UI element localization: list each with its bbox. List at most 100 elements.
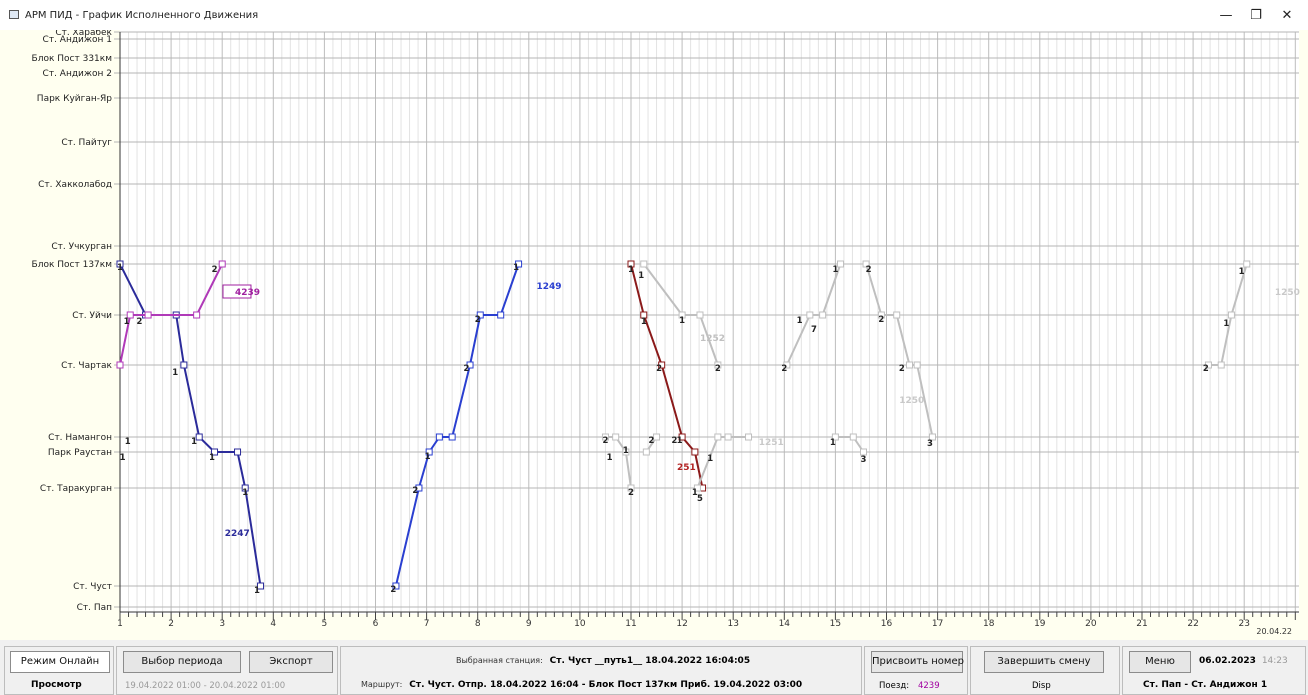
period-range: 19.04.2022 01:00 - 20.04.2022 01:00 <box>125 681 286 691</box>
track-mark: 1 <box>607 453 613 463</box>
train-line-5 <box>643 263 719 366</box>
menu-button[interactable]: Меню <box>1129 651 1191 673</box>
station-label: Ст. Уйчи <box>72 311 112 321</box>
track-mark: 2 <box>671 436 677 446</box>
x-tick-label: 11 <box>625 619 636 629</box>
station-label: Ст. Учкурган <box>51 242 112 252</box>
bottom-panel: Режим Онлайн Просмотр Выбор периода Эксп… <box>0 640 1308 695</box>
train-point <box>126 311 134 319</box>
track-mark: 2 <box>656 364 662 374</box>
mode-panel: Режим Онлайн Просмотр <box>4 646 114 695</box>
train-point <box>714 361 722 369</box>
track-mark: 1 <box>191 437 197 447</box>
x-tick-label: 1 <box>117 619 123 629</box>
track-mark: 2 <box>781 364 787 374</box>
track-mark: 2 <box>136 317 142 327</box>
route-line: Маршрут: Ст. Чуст. Отпр. 18.04.2022 16:0… <box>361 680 802 690</box>
track-mark: 1 <box>641 317 647 327</box>
x-tick-label: 2 <box>168 619 174 629</box>
track-mark: 1 <box>830 438 836 448</box>
train-number-label: 251 <box>677 463 696 473</box>
shift-panel: Завершить смену Disp <box>970 646 1120 695</box>
track-mark: 2 <box>602 436 608 446</box>
train-line-3 <box>630 263 704 489</box>
train-point <box>195 433 203 441</box>
current-date: 06.02.2023 <box>1199 656 1256 666</box>
track-mark: 5 <box>697 494 703 504</box>
train-point <box>806 311 814 319</box>
current-time: 14:23 <box>1261 656 1288 666</box>
assign-number-button[interactable]: Присвоить номер <box>871 651 964 673</box>
track-mark: 1 <box>117 263 123 273</box>
period-panel: Выбор периода Экспорт 19.04.2022 01:00 -… <box>116 646 338 695</box>
finish-shift-button[interactable]: Завершить смену <box>984 651 1104 673</box>
train-point <box>116 361 124 369</box>
train-point <box>627 484 635 492</box>
info-panel: Выбранная станция: Ст. Чуст __путь1__ 18… <box>340 646 862 695</box>
station-label: Ст. Пайтуг <box>61 138 112 148</box>
x-tick-label: 6 <box>373 619 379 629</box>
train-point <box>1243 260 1251 268</box>
station-label: Блок Пост 137км <box>32 260 112 270</box>
track-mark: 2 <box>1203 364 1209 374</box>
track-mark: 2 <box>212 265 218 275</box>
train-line-11 <box>1208 263 1248 366</box>
train-number-label: 2247 <box>225 529 250 539</box>
track-mark: 1 <box>832 265 838 275</box>
station-label: Ст. Таракурган <box>40 484 112 494</box>
train-point <box>476 311 484 319</box>
track-mark: 1 <box>120 453 126 463</box>
maximize-button[interactable]: ❐ <box>1250 8 1262 23</box>
train-number-label: 4239 <box>235 288 260 298</box>
train-label-box <box>222 284 252 299</box>
period-select-button[interactable]: Выбор периода <box>123 651 241 673</box>
train-line: Поезд: 4239 <box>879 681 940 691</box>
train-point <box>257 582 265 590</box>
train-point <box>653 433 661 441</box>
train-point <box>678 433 686 441</box>
train-caption: Поезд: <box>879 681 910 691</box>
train-point <box>678 311 686 319</box>
train-point <box>928 433 936 441</box>
train-point <box>144 311 152 319</box>
train-point <box>180 361 188 369</box>
x-tick-label: 9 <box>526 619 532 629</box>
train-point <box>913 361 921 369</box>
x-tick-label: 4 <box>270 619 276 629</box>
x-tick-label: 19 <box>1034 619 1046 629</box>
online-mode-button[interactable]: Режим Онлайн <box>10 651 110 673</box>
train-schedule-graph[interactable]: Ст. Харабек Ст. Андижон 1 Блок Пост 331км С… <box>0 30 1308 640</box>
track-mark: 2 <box>390 585 396 595</box>
train-point <box>877 311 885 319</box>
train-point <box>116 260 124 268</box>
track-mark: 1 <box>172 368 178 378</box>
station-label: Ст. Андижон 1 <box>43 35 112 45</box>
train-point <box>627 260 635 268</box>
train-point <box>714 433 722 441</box>
track-mark: 1 <box>513 263 519 273</box>
track-mark: 2 <box>899 364 905 374</box>
station-label: Ст. Хакколабод <box>38 180 112 190</box>
minimize-button[interactable]: — <box>1219 8 1233 23</box>
train-point <box>693 484 701 492</box>
close-button[interactable]: ✕ <box>1281 8 1293 23</box>
station-label: Блок Пост 331км <box>32 54 112 64</box>
train-point <box>515 260 523 268</box>
track-mark: 1 <box>638 271 644 281</box>
app-icon <box>9 10 19 19</box>
export-button[interactable]: Экспорт <box>249 651 333 673</box>
train-point <box>612 433 620 441</box>
track-mark: 1 <box>1223 319 1229 329</box>
track-mark: 2 <box>463 364 469 374</box>
train-point <box>392 582 400 590</box>
train-point <box>642 448 650 456</box>
station-label: Парк Раустан <box>48 448 112 458</box>
train-point <box>601 433 609 441</box>
track-mark: 1 <box>679 316 685 326</box>
x-tick-label: 16 <box>881 619 893 629</box>
window-title: АРМ ПИД - График Исполненного Движения <box>25 10 259 21</box>
route-value: Ст. Чуст. Отпр. 18.04.2022 16:04 - Блок … <box>409 680 803 690</box>
train-point <box>435 433 443 441</box>
train-number-label: 1250 <box>1275 288 1300 298</box>
station-label: Парк Куйган-Яр <box>37 94 112 104</box>
